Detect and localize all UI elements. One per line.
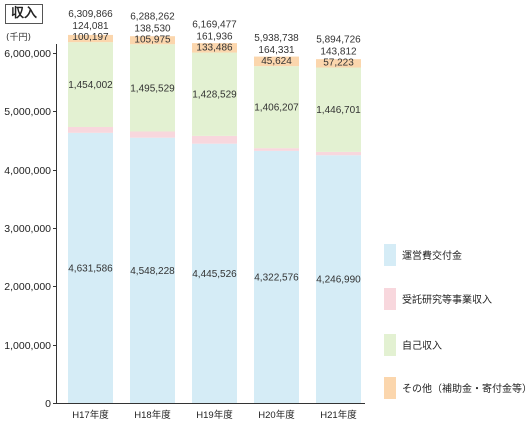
bar-segment (254, 150, 299, 403)
bar-segment (316, 59, 361, 68)
legend-swatch (384, 244, 396, 266)
bar-segment (130, 131, 175, 138)
bar-segment (316, 151, 361, 156)
data-label: 1,406,207 (254, 103, 299, 114)
legend-label: 受託研究等事業収入 (402, 293, 492, 306)
data-label: 1,495,529 (130, 83, 175, 94)
legend-swatch (384, 334, 396, 356)
x-tick-label: H21年度 (320, 409, 357, 421)
chart-title: 収入 (5, 4, 43, 24)
y-tick-label: 3,000,000 (4, 223, 51, 235)
data-label: 105,975 (134, 34, 171, 45)
y-tick-label: 4,000,000 (4, 165, 51, 177)
y-tick-label: 6,000,000 (4, 48, 51, 60)
x-tick-label: H19年度 (196, 409, 233, 421)
bar-segment (192, 43, 237, 53)
x-tick-label: H17年度 (72, 409, 109, 421)
x-tick-label: H20年度 (258, 409, 295, 421)
data-label: 4,322,576 (254, 272, 299, 283)
y-axis-unit: (千円) (6, 33, 32, 43)
bar-segment (316, 67, 361, 152)
x-tick-label: H18年度 (134, 409, 171, 421)
legend-swatch (384, 288, 396, 310)
data-label: 45,624 (261, 56, 292, 67)
legend-label: 運営費交付金 (402, 249, 462, 262)
data-label: 124,081 (72, 21, 109, 32)
bar-segment (316, 155, 361, 403)
legend-label: 自己収入 (402, 339, 442, 352)
bar-segment (68, 42, 113, 127)
bar-segment (68, 34, 113, 43)
bar-segment (254, 148, 299, 151)
y-tick-label: 0 (45, 398, 51, 410)
total-label: 6,288,262 (130, 11, 175, 22)
total-label: 6,309,866 (68, 9, 113, 20)
y-tick-label: 2,000,000 (4, 281, 51, 293)
data-label: 1,454,002 (68, 80, 113, 91)
data-label: 100,197 (72, 32, 109, 43)
data-label: 1,446,701 (316, 105, 361, 116)
bar-segment (130, 137, 175, 403)
data-label: 4,445,526 (192, 269, 237, 280)
legend-label: その他（補助金・寄付金等） (402, 382, 530, 395)
data-label: 138,530 (134, 23, 171, 34)
bar-segment (68, 132, 113, 403)
bar-segment (130, 36, 175, 45)
total-label: 6,169,477 (192, 20, 237, 31)
data-label: 1,428,529 (192, 90, 237, 101)
data-label: 4,631,586 (68, 263, 113, 274)
bar-segment (254, 56, 299, 67)
data-label: 164,331 (258, 45, 295, 56)
y-tick-label: 5,000,000 (4, 106, 51, 118)
bar-segment (254, 66, 299, 149)
total-label: 5,938,738 (254, 33, 299, 44)
bar-segment (192, 143, 237, 403)
legend-swatch (384, 377, 396, 399)
data-label: 4,548,228 (130, 266, 175, 277)
data-label: 4,246,990 (316, 275, 361, 286)
data-label: 57,223 (323, 58, 354, 69)
data-label: 143,812 (320, 47, 357, 58)
total-label: 5,894,726 (316, 35, 361, 46)
bar-segment (192, 52, 237, 136)
data-label: 133,486 (196, 43, 233, 54)
bar-segment (192, 135, 237, 144)
y-tick-label: 1,000,000 (4, 340, 51, 352)
data-label: 161,936 (196, 32, 233, 43)
bar-segment (68, 126, 113, 133)
bar-segment (130, 44, 175, 132)
